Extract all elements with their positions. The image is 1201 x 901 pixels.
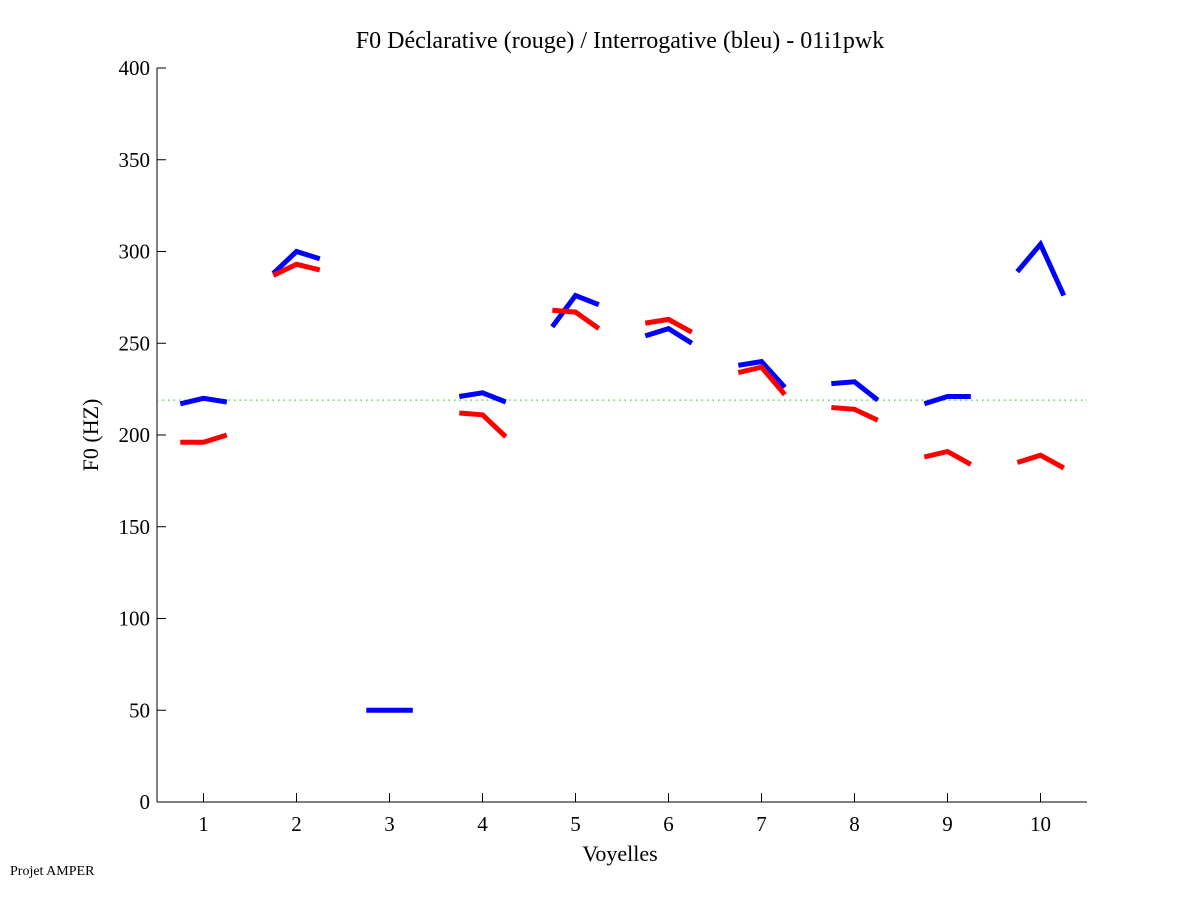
declarative-contour-vowel-5	[552, 307, 601, 331]
plot-area	[157, 239, 1087, 713]
declarative-contour-vowel-2	[272, 261, 321, 278]
declarative-contour-vowel-1	[180, 432, 228, 445]
x-axis-label: Voyelles	[582, 841, 657, 866]
y-tick-label: 200	[119, 423, 151, 447]
y-axis-label: F0 (HZ)	[78, 399, 103, 472]
y-tick-label: 350	[119, 148, 151, 172]
footer-credit: Projet AMPER	[10, 864, 95, 879]
interrogative-contour-vowel-9	[923, 394, 971, 407]
chart-title: F0 Déclarative (rouge) / Interrogative (…	[356, 28, 884, 54]
interrogative-contour-vowel-2	[271, 248, 321, 276]
declarative-contour-vowel-10	[1016, 452, 1066, 471]
declarative-contour-vowel-7	[737, 364, 787, 397]
x-tick-label: 8	[849, 812, 860, 836]
interrogative-contour-vowel-10	[1015, 239, 1067, 297]
x-tick-label: 6	[663, 812, 674, 836]
interrogative-contour-vowel-6	[644, 325, 694, 346]
y-tick-label: 400	[119, 56, 151, 80]
x-tick-label: 4	[477, 812, 488, 836]
interrogative-contour-vowel-8	[831, 379, 880, 403]
x-tick-label: 2	[291, 812, 302, 836]
y-tick-label: 300	[119, 240, 151, 264]
x-tick-label: 9	[942, 812, 953, 836]
x-tick-label: 7	[756, 812, 767, 836]
declarative-contour-vowel-6	[644, 316, 694, 335]
y-tick-label: 50	[129, 698, 150, 722]
x-tick-label: 3	[384, 812, 395, 836]
y-tick-label: 100	[119, 607, 151, 631]
declarative-contour-vowel-8	[831, 405, 879, 423]
axes: 0 50 100 150 200 250 300 350 400 1 2 3 4 5 6 7 8 9 10	[119, 56, 1087, 836]
x-tick-label: 1	[198, 812, 209, 836]
x-tick-label: 5	[570, 812, 581, 836]
x-tick-label: 10	[1030, 812, 1051, 836]
declarative-contour-vowel-4	[459, 410, 508, 439]
interrogative-contour-vowel-5	[550, 292, 600, 329]
y-tick-label: 150	[119, 515, 151, 539]
y-tick-label: 0	[140, 790, 151, 814]
y-tick-label: 250	[119, 331, 151, 355]
interrogative-contour-vowel-1	[179, 395, 228, 407]
declarative-contour-vowel-9	[923, 448, 973, 467]
interrogative-contour-vowel-7	[737, 358, 787, 389]
interrogative-contour-vowel-4	[458, 390, 507, 405]
